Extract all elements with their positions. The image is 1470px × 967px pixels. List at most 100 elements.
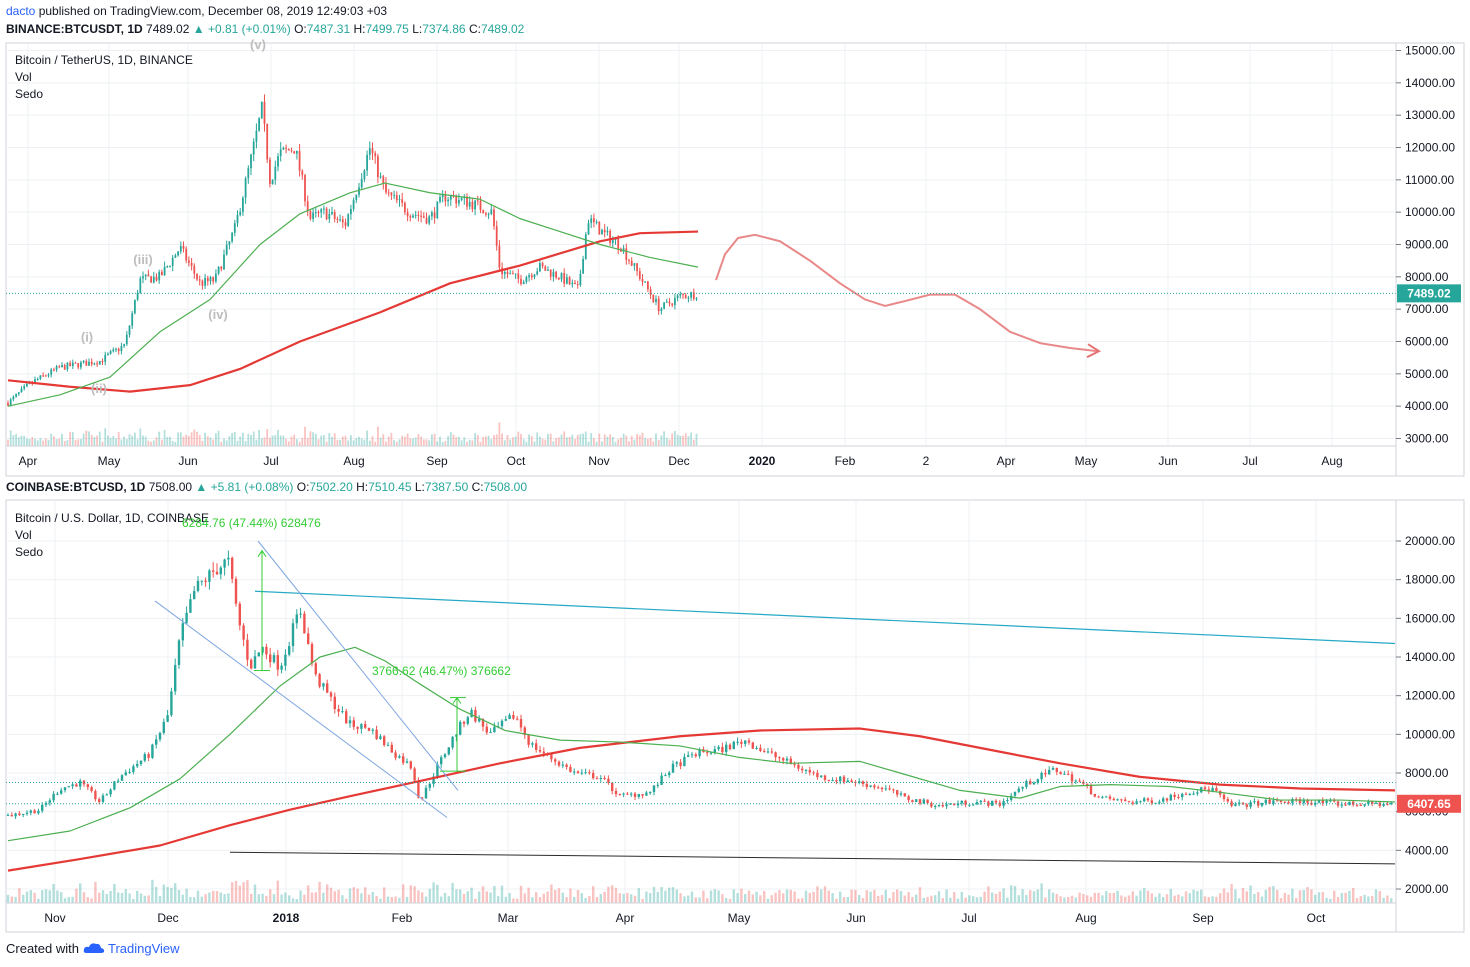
volume-bar <box>223 894 226 903</box>
candle <box>590 218 593 224</box>
candle <box>358 187 360 195</box>
volume-bar <box>839 891 842 903</box>
volume-bar <box>301 437 304 446</box>
candle <box>580 772 583 774</box>
candle <box>1029 780 1032 785</box>
candle <box>436 201 439 218</box>
candle <box>360 724 363 729</box>
candle <box>770 751 773 753</box>
candle <box>611 782 614 791</box>
candle <box>1002 801 1005 806</box>
candle <box>329 692 333 697</box>
volume-bar <box>50 433 53 446</box>
candle <box>18 813 21 815</box>
candle <box>603 229 606 233</box>
volume-bar <box>200 896 203 903</box>
volume-bar <box>512 898 515 903</box>
volume-bar <box>1203 896 1207 903</box>
candle <box>428 216 431 224</box>
trendline-black <box>229 851 1396 865</box>
volume-bar <box>1215 896 1218 903</box>
chart-panel-1[interactable]: 15000.00 14000.00 13000.00 12000.00 11000.00… <box>5 37 1465 477</box>
candle <box>328 213 331 220</box>
volume-bar <box>1374 889 1378 903</box>
volume-bar <box>695 433 698 446</box>
volume-bar <box>322 892 325 903</box>
price-scale[interactable]: 20000.00 18000.00 16000.00 14000.00 12000.00… <box>1396 534 1461 896</box>
candle <box>301 170 304 176</box>
candle <box>823 775 827 780</box>
volume-bar <box>580 893 583 903</box>
candle <box>1276 800 1279 802</box>
candle <box>827 779 830 781</box>
volume-bar <box>363 439 366 446</box>
volume-bar <box>789 889 792 903</box>
candle <box>487 213 490 215</box>
chart-panel-2[interactable]: 20000.00 18000.00 16000.00 14000.00 12000.00… <box>5 499 1465 933</box>
candle <box>778 757 781 759</box>
volume-bar <box>333 433 336 446</box>
volume-bar <box>379 898 382 903</box>
close-ohlc-value: 7508.00 <box>483 480 528 494</box>
volume-bar <box>341 436 344 446</box>
candle <box>1025 780 1028 787</box>
volume-bar <box>395 441 398 446</box>
candle <box>565 764 568 767</box>
candle <box>1359 805 1362 807</box>
channel-upper-line <box>257 540 459 791</box>
candle <box>500 720 504 727</box>
candle <box>655 298 657 302</box>
volume-bar <box>657 439 660 446</box>
candle <box>888 788 891 790</box>
candle <box>406 212 409 217</box>
candle <box>417 780 420 798</box>
candle <box>1089 785 1093 794</box>
candle <box>611 239 614 244</box>
volume-bar <box>307 885 310 903</box>
candle <box>390 744 393 753</box>
volume-bar <box>52 883 55 903</box>
candle <box>17 392 20 395</box>
volume-bar <box>105 893 108 903</box>
candle <box>204 580 207 582</box>
candle <box>683 756 686 767</box>
candle <box>1333 800 1336 802</box>
price-scale[interactable]: 15000.00 14000.00 13000.00 12000.00 11000.00… <box>1396 44 1461 446</box>
author-link[interactable]: dacto <box>6 4 36 18</box>
volume-bar <box>113 883 116 903</box>
volume-bar <box>449 432 452 446</box>
volume-bar <box>231 882 234 903</box>
wave-labels: (v) (iii) (iv) (i) (ii) <box>81 37 266 396</box>
candle <box>314 663 317 675</box>
time-scale[interactable]: Nov Dec 2018 Feb Mar Apr May Jun Jul Aug Sep Oct <box>44 911 1326 925</box>
volume-bar <box>303 894 306 903</box>
time-scale[interactable]: Apr May Jun Jul Aug Sep Oct Nov Dec 2020 Feb 2 Apr Ma… <box>19 454 1343 468</box>
candle <box>310 643 314 664</box>
volume-bar <box>574 438 576 446</box>
volume-bar <box>766 898 770 903</box>
candle <box>170 691 173 716</box>
volume-bar <box>274 435 277 446</box>
time-label: Dec <box>668 454 689 468</box>
volume-bar <box>698 897 701 903</box>
candle <box>1040 772 1043 780</box>
candle <box>280 665 283 670</box>
volume-bar <box>405 896 409 903</box>
volume-bar <box>276 880 279 903</box>
volume-bar <box>679 893 682 903</box>
volume-bar <box>90 434 93 446</box>
candle <box>250 659 253 669</box>
volume-bar <box>124 889 127 903</box>
ohlc-header-1: BINANCE:BTCUSDT, 1D 7489.02 ▲ +0.81 (+0.… <box>6 22 524 36</box>
volume-bar <box>7 439 9 446</box>
candles <box>6 550 1393 819</box>
volume-bar <box>310 892 314 903</box>
tradingview-link[interactable]: TradingView <box>108 941 180 956</box>
candle <box>740 741 743 744</box>
volume-bar <box>717 890 720 903</box>
candle <box>390 192 393 196</box>
volume-bar <box>238 885 241 903</box>
volume-bar <box>620 437 622 446</box>
volume-bar <box>208 892 211 903</box>
